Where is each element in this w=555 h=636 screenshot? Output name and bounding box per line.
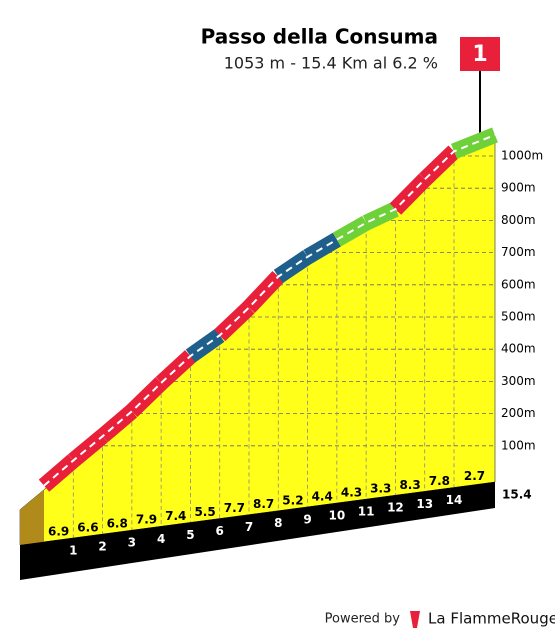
- gradient-label: 8.7: [253, 497, 274, 511]
- gradient-label: 3.3: [370, 482, 391, 496]
- gradient-label: 7.4: [165, 509, 186, 523]
- gradient-label: 5.2: [282, 493, 303, 507]
- x-tick-label: 2: [98, 540, 106, 554]
- flag: [460, 37, 500, 71]
- x-tick-label: 7: [245, 520, 253, 534]
- gradient-label: 4.3: [341, 486, 362, 500]
- gradient-label: 7.9: [136, 513, 157, 527]
- x-tick-label: 1: [69, 543, 77, 557]
- y-tick-label: 400m: [501, 342, 536, 356]
- gradient-label: 4.4: [312, 489, 333, 503]
- y-tick-label: 600m: [501, 277, 536, 291]
- y-tick-label: 900m: [501, 181, 536, 195]
- x-tick-label: 8: [274, 516, 282, 530]
- flag-label: 1: [472, 42, 487, 67]
- y-tick-label: 1000m: [501, 149, 543, 163]
- powered-by: Powered by: [325, 612, 401, 627]
- profile-side: [20, 489, 44, 545]
- chart-title: Passo della Consuma: [201, 25, 438, 49]
- brand-logo: [410, 611, 420, 628]
- profile-area: [19, 138, 496, 546]
- x-tick-label: 11: [358, 505, 375, 519]
- x-tick-label: 6: [216, 524, 224, 538]
- gradient-label: 6.6: [77, 520, 98, 534]
- x-tick-label: 13: [416, 497, 433, 511]
- chart-subtitle: 1053 m - 15.4 Km al 6.2 %: [224, 54, 438, 73]
- gradient-band: [185, 328, 225, 363]
- x-tick-label: 5: [186, 528, 194, 542]
- x-tick-label: 3: [128, 536, 136, 550]
- x-tick-label: 12: [387, 501, 404, 515]
- plot: 100m 200m 300m 400m 500m 600m 700m 800m 900m 1000…: [19, 127, 543, 580]
- y-tick-label: 800m: [501, 213, 536, 227]
- y-tick-label: 300m: [501, 374, 536, 388]
- gradient-label: 7.7: [224, 501, 245, 515]
- gradient-band: [273, 250, 313, 284]
- center-line: [43, 134, 496, 487]
- brand: La FlammeRouge: [428, 610, 555, 628]
- base-strip: [20, 482, 495, 580]
- x-tick-label: 4: [157, 532, 165, 546]
- gradient-label: 2.7: [464, 469, 485, 483]
- y-tick-label: 700m: [501, 245, 536, 259]
- gradient-label: 7.8: [429, 474, 450, 488]
- gradient-band: [68, 430, 108, 467]
- gradient-label: 6.8: [107, 517, 128, 531]
- x-tick-label: 15.4: [502, 488, 532, 502]
- y-tick-label: 500m: [501, 310, 536, 324]
- x-tick-label: 14: [446, 493, 463, 507]
- x-tick-label: 10: [329, 508, 346, 522]
- x-tick-label: 9: [303, 512, 311, 526]
- gradient-label: 6.9: [48, 524, 69, 538]
- y-tick-label: 100m: [501, 438, 536, 452]
- gradient-label: 5.5: [194, 505, 215, 519]
- y-tick-label: 200m: [501, 406, 536, 420]
- gradient-label: 8.3: [399, 478, 420, 492]
